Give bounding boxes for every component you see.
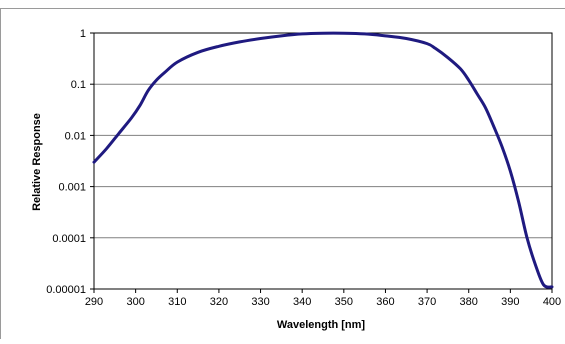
x-tick-label: 370: [418, 296, 436, 308]
tick-marks: [90, 32, 553, 293]
x-tick-labels: 290 300 310 320 330 340 350 360 370 380 390 400: [85, 296, 561, 308]
y-tick-label: 0.0001: [52, 233, 86, 245]
x-tick-label: 380: [460, 296, 478, 308]
plot-area: [93, 32, 553, 290]
y-tick-label: 1: [80, 28, 86, 40]
y-tick-labels: 1 0.1 0.01 0.001 0.0001 0.00001: [46, 28, 86, 296]
x-tick-label: 290: [85, 296, 103, 308]
x-tick-label: 320: [210, 296, 228, 308]
x-tick-label: 400: [543, 296, 561, 308]
x-tick-label: 330: [251, 296, 269, 308]
x-axis-title: Wavelength [nm]: [277, 319, 366, 331]
x-tick-label: 350: [335, 296, 353, 308]
y-tick-label: 0.1: [71, 79, 86, 91]
gridlines: [94, 83, 552, 239]
y-tick-label: 0.00001: [46, 284, 86, 296]
x-tick-label: 390: [501, 296, 519, 308]
y-axis-title: Relative Response: [31, 113, 43, 211]
x-tick-label: 360: [376, 296, 394, 308]
series-line: [92, 31, 554, 289]
x-tick-label: 310: [168, 296, 186, 308]
y-tick-label: 0.01: [65, 130, 86, 142]
x-tick-label: 300: [126, 296, 144, 308]
x-tick-label: 340: [293, 296, 311, 308]
y-tick-label: 0.001: [58, 182, 86, 194]
